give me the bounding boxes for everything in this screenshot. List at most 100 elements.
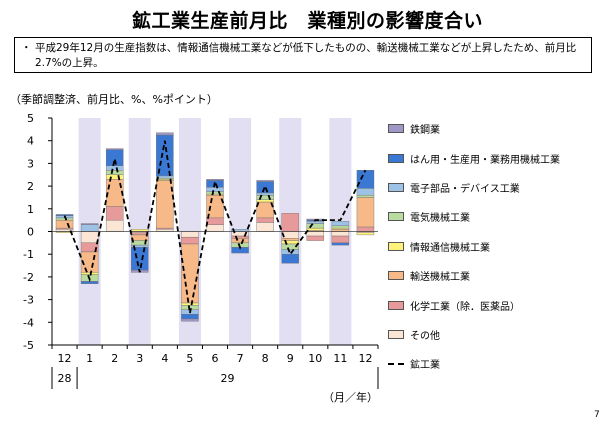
- bar-segment: [105, 174, 124, 180]
- bar-segment: [306, 235, 325, 241]
- bar-segment: [105, 219, 124, 232]
- bar-segment: [356, 194, 375, 198]
- x-tick-label: 2: [111, 352, 118, 365]
- bar-segment: [331, 221, 350, 227]
- legend-label: 鉄鋼業: [410, 125, 440, 137]
- bar-segment: [231, 235, 249, 239]
- legend-item: 化学工業（除．医薬品）: [388, 290, 613, 319]
- bar-segment: [80, 281, 99, 284]
- bar-segment: [55, 214, 74, 216]
- y-tick-label: -3: [23, 294, 34, 307]
- legend-swatch: [388, 271, 404, 281]
- x-tick-label: 8: [262, 352, 269, 365]
- chart-legend: 鉄鋼業はん用・生産用・業務用機械工業電子部品・デバイス工業 電気機械工業情報通信機…: [388, 114, 613, 379]
- legend-item: その他: [388, 320, 613, 349]
- legend-item: 電気機械工業: [388, 202, 613, 231]
- bar-segment: [331, 225, 350, 229]
- legend-label: はん用・生産用・業務用機械工業: [410, 154, 560, 166]
- bar-segment: [131, 232, 149, 236]
- y-tick-label: -4: [23, 316, 34, 329]
- bar-segment: [181, 314, 199, 320]
- bar-segment: [281, 213, 299, 232]
- bar-segment: [181, 231, 199, 238]
- legend-swatch: [388, 241, 404, 251]
- y-tick-label: 3: [27, 157, 34, 170]
- x-tick-label: 6: [212, 352, 219, 365]
- bar-segment: [281, 238, 299, 241]
- note-text: 平成29年12月の生産指数は、情報通信機械工業などが低下したものの、輸送機械工業…: [35, 42, 577, 69]
- bar-segment: [256, 181, 274, 194]
- bar-segment: [256, 217, 274, 223]
- year-label: 29: [221, 372, 235, 385]
- y-tick-label: -2: [23, 271, 34, 284]
- y-tick-label: 4: [27, 135, 34, 148]
- bar-segment: [181, 243, 199, 304]
- legend-item: 電子部品・デバイス工業: [388, 173, 613, 202]
- bar-segment: [80, 223, 99, 225]
- legend-item: 鉱工業: [388, 349, 613, 378]
- legend-swatch: [388, 300, 404, 310]
- bar-segment: [105, 170, 124, 175]
- y-tick-label: 2: [27, 180, 34, 193]
- y-tick-label: 5: [27, 112, 34, 125]
- bar-segment: [206, 179, 224, 181]
- bar-segment: [156, 132, 174, 136]
- bar-segment: [80, 224, 99, 232]
- page-number: 7: [594, 410, 600, 420]
- legend-swatch: [388, 153, 404, 163]
- x-tick-label: 3: [136, 352, 143, 365]
- bar-segment: [105, 206, 124, 221]
- y-tick-label: -1: [23, 248, 34, 261]
- bar-segment: [105, 148, 124, 150]
- bar-segment: [231, 238, 249, 244]
- legend-label: 鉱工業: [410, 360, 440, 372]
- y-tick-label: 0: [27, 226, 34, 239]
- x-tick-label: 11: [333, 352, 347, 365]
- bar-segment: [281, 253, 299, 264]
- legend-label: 情報通信機械工業: [410, 242, 490, 254]
- bar-segment: [331, 242, 350, 246]
- bar-segment: [206, 217, 224, 225]
- bar-segment: [306, 227, 325, 231]
- bar-segment: [80, 272, 99, 275]
- bar-segment: [181, 302, 199, 306]
- bar-segment: [131, 247, 149, 271]
- x-tick-label: 4: [161, 352, 168, 365]
- summary-note: ・ 平成29年12月の生産指数は、情報通信機械工業などが低下したものの、輸送機械…: [14, 37, 592, 73]
- bar-segment: [256, 180, 274, 182]
- legend-item: 情報通信機械工業: [388, 232, 613, 261]
- bar-segment: [206, 187, 224, 192]
- bar-segment: [281, 231, 299, 239]
- bar-segment: [331, 231, 350, 237]
- total-line: [63, 140, 367, 314]
- x-tick-label: 10: [308, 352, 322, 365]
- legend-swatch: [388, 182, 404, 192]
- legend-swatch: [388, 124, 404, 134]
- bar-segment: [356, 188, 375, 196]
- bar-segment: [206, 224, 224, 232]
- legend-label: 化学工業（除．医薬品）: [410, 301, 520, 313]
- legend-item: 輸送機械工業: [388, 261, 613, 290]
- legend-label: その他: [410, 330, 440, 342]
- bar-segment: [105, 149, 124, 166]
- bar-segment: [105, 165, 124, 171]
- legend-swatch: [388, 329, 404, 339]
- bar-segment: [306, 223, 325, 229]
- bar-segment: [80, 231, 99, 244]
- bar-segment: [55, 217, 74, 221]
- bar-segment: [256, 192, 274, 196]
- legend-line-swatch: [388, 362, 404, 365]
- bar-segment: [181, 318, 199, 322]
- bar-segment: [356, 226, 375, 232]
- bar-segment: [281, 240, 299, 245]
- bar-segment: [356, 170, 375, 189]
- bar-segment: [356, 232, 375, 236]
- x-unit-label: （月／年）: [323, 391, 378, 404]
- x-tick-label: 7: [237, 352, 244, 365]
- page-title: 鉱工業生産前月比 業種別の影響度合い: [131, 10, 483, 32]
- bar-segment: [356, 197, 375, 228]
- bar-segment: [331, 235, 350, 244]
- legend-swatch: [388, 212, 404, 222]
- x-tick-label: 5: [186, 352, 193, 365]
- bar-segment: [306, 231, 325, 237]
